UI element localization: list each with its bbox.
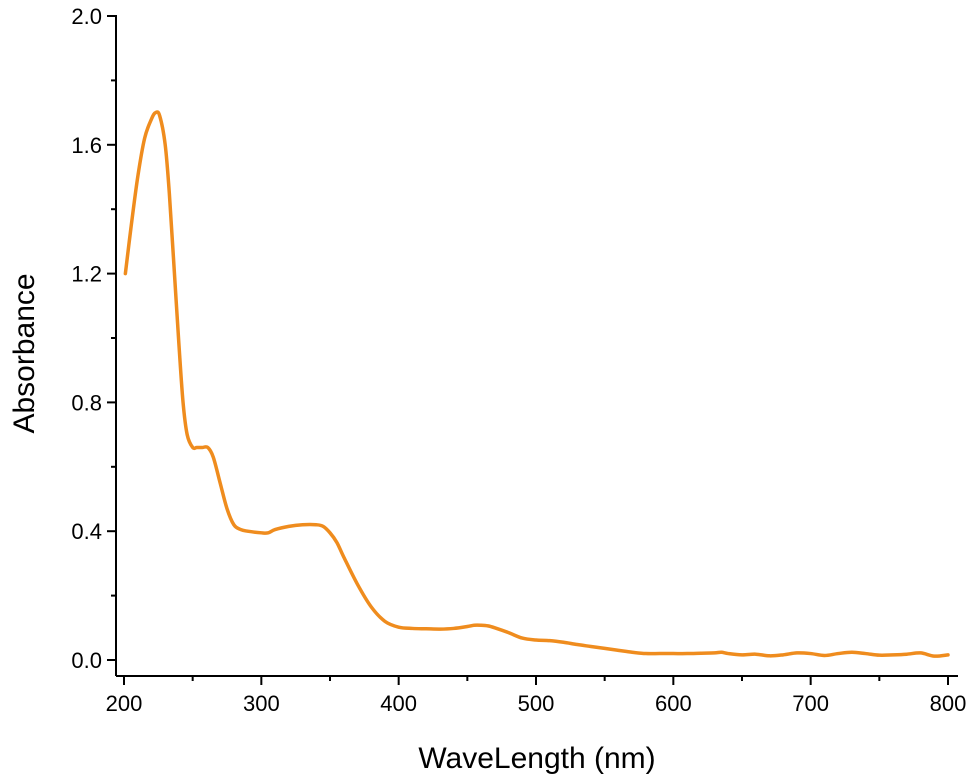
x-tick-label: 600 <box>655 691 692 716</box>
ticks-group: 0.0 0.4 0.8 1.2 1.6 2.0 200 300 400 500 600 700 800 <box>71 4 966 716</box>
x-tick-label: 500 <box>518 691 555 716</box>
axes <box>115 15 958 677</box>
y-axis-title: Absorbance <box>8 273 41 433</box>
x-axis-title: WaveLength (nm) <box>418 742 655 775</box>
y-tick-label: 1.6 <box>71 133 102 158</box>
y-tick-label: 0.8 <box>71 390 102 415</box>
x-tick-label: 700 <box>792 691 829 716</box>
x-tick-label: 300 <box>243 691 280 716</box>
y-tick-label: 0.0 <box>71 648 102 673</box>
x-tick-label: 800 <box>930 691 967 716</box>
x-tick-label: 200 <box>106 691 143 716</box>
absorbance-series-line <box>123 110 950 658</box>
x-tick-label: 400 <box>380 691 417 716</box>
y-tick-label: 1.2 <box>71 262 102 287</box>
y-tick-label: 2.0 <box>71 4 102 29</box>
y-tick-label: 0.4 <box>71 519 102 544</box>
